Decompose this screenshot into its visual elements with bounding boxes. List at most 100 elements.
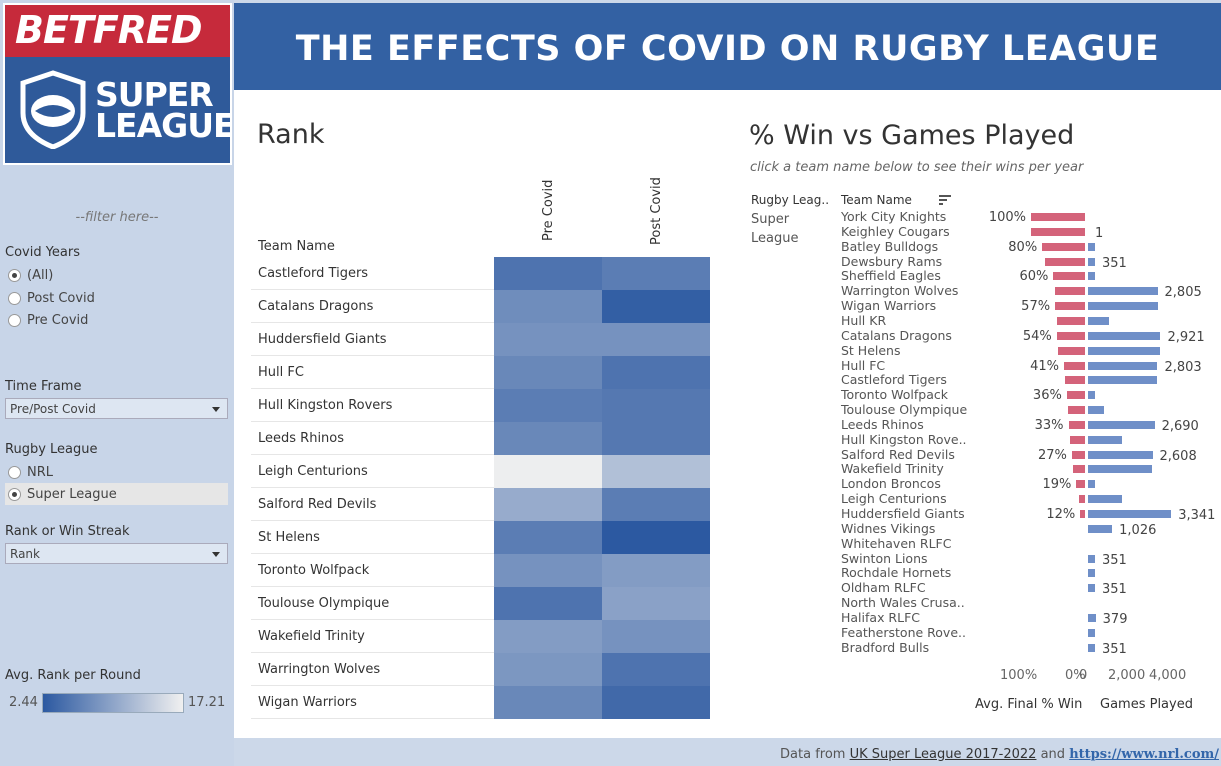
team-name-label[interactable]: Batley Bulldogs bbox=[841, 238, 939, 254]
team-name-label[interactable]: York City Knights bbox=[841, 209, 947, 224]
heatmap-cell[interactable] bbox=[494, 455, 602, 488]
games-played-bar[interactable] bbox=[1087, 598, 1089, 609]
team-name-label[interactable]: Hull Kingston Rove.. bbox=[841, 431, 967, 447]
heatmap-cell[interactable] bbox=[602, 521, 710, 554]
games-played-bar[interactable] bbox=[1087, 642, 1096, 653]
pct-win-bar[interactable] bbox=[1070, 449, 1086, 460]
footer-link-super-league[interactable]: UK Super League 2017-2022 bbox=[849, 747, 1037, 762]
games-played-bar[interactable] bbox=[1087, 612, 1097, 623]
heatmap-cell[interactable] bbox=[602, 356, 710, 389]
heatmap-cell[interactable] bbox=[494, 422, 602, 455]
games-played-bar[interactable] bbox=[1087, 375, 1159, 386]
pct-win-bar[interactable] bbox=[1063, 375, 1086, 386]
rugby-league-option-nrl[interactable]: NRL bbox=[8, 461, 228, 483]
heatmap-cell[interactable] bbox=[494, 389, 602, 422]
heatmap-cell[interactable] bbox=[494, 653, 602, 686]
heatmap-cell[interactable] bbox=[602, 488, 710, 521]
team-name-label[interactable]: Leeds Rhinos bbox=[841, 416, 924, 432]
heatmap-cell[interactable] bbox=[602, 455, 710, 488]
team-name-label[interactable]: St Helens bbox=[841, 342, 901, 358]
games-played-bar[interactable] bbox=[1087, 479, 1096, 490]
team-name-label[interactable]: London Broncos bbox=[841, 476, 941, 492]
heatmap-cell[interactable] bbox=[494, 554, 602, 587]
games-played-bar[interactable] bbox=[1087, 226, 1089, 237]
games-played-bar[interactable] bbox=[1087, 627, 1096, 638]
team-name-label[interactable]: Halifax RLFC bbox=[841, 609, 921, 625]
team-name-label[interactable]: Sheffield Eagles bbox=[841, 268, 941, 284]
team-name-label[interactable]: Rochdale Hornets bbox=[841, 565, 952, 581]
pct-win-bar[interactable] bbox=[1067, 419, 1086, 430]
games-played-bar[interactable] bbox=[1087, 538, 1089, 549]
games-played-bar[interactable] bbox=[1087, 419, 1156, 430]
team-name-label[interactable]: Catalans Dragons bbox=[841, 327, 952, 343]
covid-years-option-post[interactable]: Post Covid bbox=[8, 287, 228, 309]
covid-years-option-pre[interactable]: Pre Covid bbox=[8, 309, 228, 331]
heatmap-cell[interactable] bbox=[494, 488, 602, 521]
team-name-label[interactable]: Whitehaven RLFC bbox=[841, 535, 952, 551]
footer-link-nrl[interactable]: https://www.nrl.com/ bbox=[1069, 747, 1219, 762]
games-played-bar[interactable] bbox=[1087, 241, 1096, 252]
heatmap-cell[interactable] bbox=[494, 587, 602, 620]
heatmap-cell[interactable] bbox=[494, 686, 602, 719]
pct-win-bar[interactable] bbox=[1054, 286, 1086, 297]
team-name-label[interactable]: Swinton Lions bbox=[841, 550, 928, 566]
covid-years-option-all[interactable]: (All) bbox=[8, 264, 228, 286]
heatmap-cell[interactable] bbox=[602, 554, 710, 587]
team-name-label[interactable]: Toulouse Olympique bbox=[841, 402, 968, 418]
games-played-bar[interactable] bbox=[1087, 271, 1096, 282]
games-played-bar[interactable] bbox=[1087, 405, 1105, 416]
pct-win-bar[interactable] bbox=[1055, 315, 1086, 326]
rugby-league-option-super-league[interactable]: Super League bbox=[5, 483, 228, 505]
pct-win-bar[interactable] bbox=[1068, 434, 1086, 445]
pct-win-bar[interactable] bbox=[1075, 479, 1086, 490]
games-played-bar[interactable] bbox=[1087, 434, 1123, 445]
games-played-bar[interactable] bbox=[1087, 360, 1159, 371]
games-played-bar[interactable] bbox=[1087, 553, 1096, 564]
pct-win-bar[interactable] bbox=[1054, 301, 1086, 312]
pct-win-bar[interactable] bbox=[1077, 494, 1086, 505]
pct-win-bar[interactable] bbox=[1041, 241, 1086, 252]
sort-icon[interactable] bbox=[939, 195, 951, 205]
heatmap-cell[interactable] bbox=[602, 257, 710, 290]
team-name-label[interactable]: Toronto Wolfpack bbox=[841, 387, 948, 403]
heatmap-cell[interactable] bbox=[602, 323, 710, 356]
pct-win-bar[interactable] bbox=[1030, 212, 1086, 222]
games-played-bar[interactable] bbox=[1087, 330, 1162, 341]
team-name-label[interactable]: Leigh Centurions bbox=[841, 491, 947, 507]
games-played-bar[interactable] bbox=[1087, 286, 1159, 297]
time-frame-dropdown[interactable]: Pre/Post Covid bbox=[5, 398, 228, 419]
team-name-label[interactable]: Widnes Vikings bbox=[841, 520, 936, 536]
heatmap-cell[interactable] bbox=[494, 257, 602, 290]
team-name-label[interactable]: Hull FC bbox=[841, 357, 886, 373]
team-name-label[interactable]: Bradford Bulls bbox=[841, 639, 930, 655]
games-played-bar[interactable] bbox=[1087, 301, 1159, 312]
games-played-bar[interactable] bbox=[1087, 509, 1173, 519]
pct-win-bar[interactable] bbox=[1066, 405, 1086, 416]
pct-win-bar[interactable] bbox=[1063, 360, 1086, 371]
team-name-label[interactable]: Wigan Warriors bbox=[841, 298, 937, 314]
heatmap-cell[interactable] bbox=[494, 323, 602, 356]
pct-win-bar[interactable] bbox=[1056, 345, 1086, 356]
heatmap-cell[interactable] bbox=[602, 620, 710, 653]
team-name-label[interactable]: Huddersfield Giants bbox=[841, 506, 965, 521]
games-played-bar[interactable] bbox=[1087, 494, 1123, 505]
games-played-bar[interactable] bbox=[1087, 583, 1096, 594]
team-name-label[interactable]: North Wales Crusa.. bbox=[841, 595, 965, 611]
team-name-label[interactable]: Wakefield Trinity bbox=[841, 461, 944, 477]
heatmap-cell[interactable] bbox=[602, 389, 710, 422]
team-name-label[interactable]: Oldham RLFC bbox=[841, 580, 926, 596]
games-played-bar[interactable] bbox=[1087, 449, 1154, 460]
games-played-bar[interactable] bbox=[1087, 315, 1110, 326]
pct-win-bar[interactable] bbox=[1055, 330, 1086, 341]
heatmap-cell[interactable] bbox=[494, 620, 602, 653]
heatmap-cell[interactable] bbox=[494, 356, 602, 389]
pct-win-bar[interactable] bbox=[1079, 509, 1086, 519]
team-name-label[interactable]: Keighley Cougars bbox=[841, 223, 950, 239]
games-played-bar[interactable] bbox=[1087, 523, 1114, 534]
games-played-bar[interactable] bbox=[1087, 568, 1096, 579]
pct-win-bar[interactable] bbox=[1030, 226, 1086, 237]
heatmap-cell[interactable] bbox=[602, 587, 710, 620]
pct-win-bar[interactable] bbox=[1072, 464, 1086, 475]
heatmap-cell[interactable] bbox=[602, 422, 710, 455]
heatmap-cell[interactable] bbox=[602, 290, 710, 323]
